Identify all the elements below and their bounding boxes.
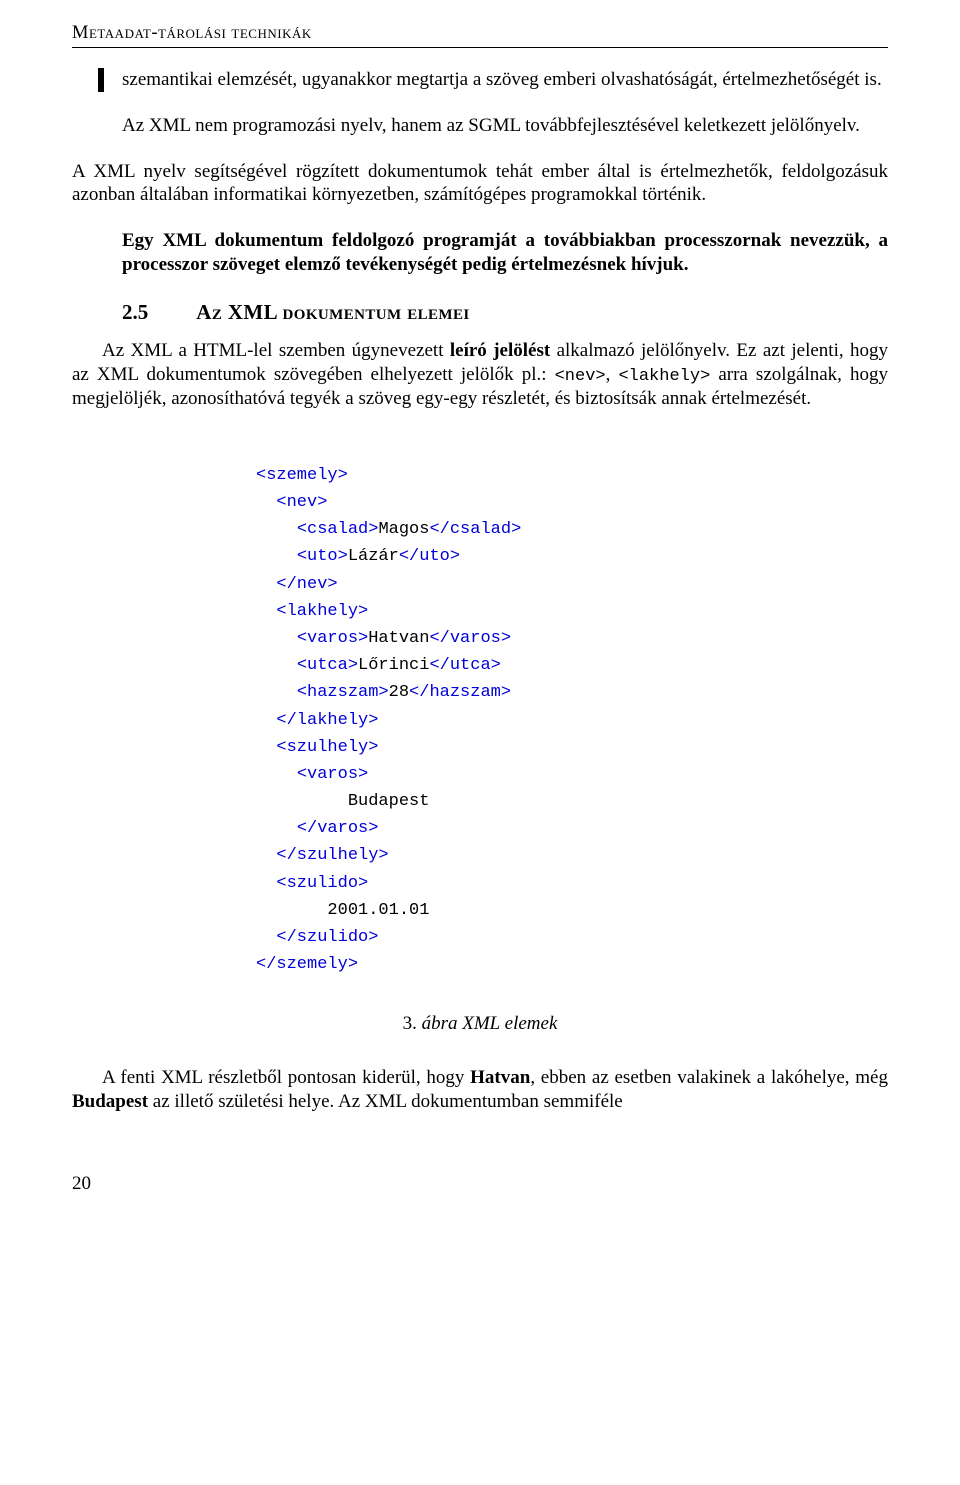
xml-l03b: </csalad>: [429, 520, 521, 539]
xml-l01: <szemely>: [256, 466, 348, 485]
figure-number: 3.: [403, 1013, 417, 1034]
callout-block-2: Az XML nem programozási nyelv, hanem az …: [122, 114, 888, 138]
xml-l11: <szulhely>: [276, 738, 378, 757]
p6-e: az illető születési helye. Az XML dokume…: [148, 1091, 623, 1112]
figure-caption: 3. ábra XML elemek: [72, 1012, 888, 1036]
page-number: 20: [72, 1172, 888, 1196]
paragraph-conclusion: A fenti XML részletből pontosan kiderül,…: [72, 1066, 888, 1114]
p6-c: , ebben az esetben valakinek a lakóhelye…: [530, 1067, 888, 1088]
inline-tag-lakhely: <lakhely>: [618, 367, 710, 386]
xml-l18: </szulido>: [276, 928, 378, 947]
section-heading: 2.5 Az XML dokumentum elemei: [122, 299, 888, 325]
xml-l14: </varos>: [297, 819, 379, 838]
xml-l07b: </varos>: [429, 629, 511, 648]
section-title: Az XML dokumentum elemei: [196, 299, 469, 325]
xml-l19: </szemely>: [256, 955, 358, 974]
p3-text: A XML nyelv segítségével rögzített dokum…: [72, 161, 888, 206]
xml-l09b: </hazszam>: [409, 683, 511, 702]
paragraph-markup-desc: Az XML a HTML-lel szemben úgynevezett le…: [72, 339, 888, 411]
xml-code-block: <szemely> <nev> <csalad>Magos</csalad> <…: [256, 435, 888, 979]
xml-l04b: </uto>: [399, 547, 460, 566]
xml-l04a: <uto>: [297, 547, 348, 566]
section-number: 2.5: [122, 299, 148, 325]
p4-text: Egy XML dokumentum feldolgozó programját…: [122, 230, 888, 275]
xml-l10: </lakhely>: [276, 711, 378, 730]
xml-l08a: <utca>: [297, 656, 358, 675]
inline-tag-nev: <nev>: [555, 367, 606, 386]
xml-l12: <varos>: [297, 765, 368, 784]
p6-d: Budapest: [72, 1091, 148, 1112]
callout-block-1: szemantikai elemzését, ugyanakkor megtar…: [98, 68, 888, 92]
xml-l06: <lakhely>: [276, 602, 368, 621]
xml-l15: </szulhely>: [276, 846, 388, 865]
p5-comma: ,: [606, 364, 619, 385]
xml-l03a: <csalad>: [297, 520, 379, 539]
p5-bold: leíró jelölést: [450, 340, 550, 361]
xml-l02: <nev>: [276, 493, 327, 512]
xml-l16: <szulido>: [276, 874, 368, 893]
xml-l08b: </utca>: [429, 656, 500, 675]
xml-l07t: Hatvan: [368, 629, 429, 648]
xml-l13t: Budapest: [348, 792, 430, 811]
xml-l07a: <varos>: [297, 629, 368, 648]
p5-part-a: Az XML a HTML-lel szemben úgynevezett: [102, 340, 450, 361]
xml-l09t: 28: [389, 683, 409, 702]
xml-l03t: Magos: [378, 520, 429, 539]
callout-1-text: szemantikai elemzését, ugyanakkor megtar…: [122, 69, 882, 90]
paragraph-xml-processing: A XML nyelv segítségével rögzített dokum…: [72, 160, 888, 208]
definition-block: Egy XML dokumentum feldolgozó programját…: [122, 229, 888, 277]
xml-l09a: <hazszam>: [297, 683, 389, 702]
p6-b: Hatvan: [470, 1067, 530, 1088]
xml-l04t: Lázár: [348, 547, 399, 566]
page-header: Metaadat-tárolási technikák: [72, 22, 888, 48]
xml-l05: </nev>: [276, 575, 337, 594]
figure-caption-text: ábra XML elemek: [417, 1013, 558, 1034]
callout-2-text: Az XML nem programozási nyelv, hanem az …: [122, 115, 860, 136]
p6-a: A fenti XML részletből pontosan kiderül,…: [102, 1067, 470, 1088]
xml-l17t: 2001.01.01: [327, 901, 429, 920]
xml-l08t: Lőrinci: [358, 656, 429, 675]
